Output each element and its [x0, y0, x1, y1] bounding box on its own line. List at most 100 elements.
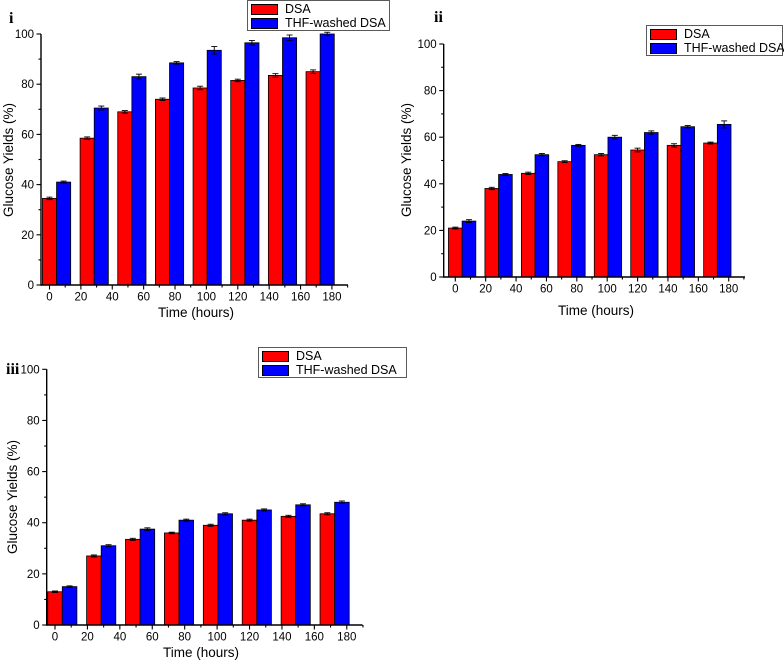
x-tick-label: 160 — [305, 632, 324, 644]
legend-swatch-dsa — [251, 3, 278, 15]
chart-panel-i: 0 20 40 60 80 100 120 140 160 180 0 20 40 60 80 100 — [15, 29, 349, 304]
bar-thf-washed-dsa — [644, 132, 659, 278]
x-tick-label: 140 — [658, 284, 677, 296]
x-tick-label: 60 — [137, 292, 150, 304]
bar-thf-washed-dsa — [56, 181, 72, 286]
x-tick-label: 20 — [479, 284, 492, 296]
y-tick-label: 60 — [27, 467, 40, 479]
chart-panel-ii: 0 20 40 60 80 100 120 140 160 180 0 20 40 60 80 100 — [418, 39, 745, 296]
bar-dsa — [448, 227, 463, 278]
bar-dsa — [117, 111, 133, 286]
bar-thf-washed-dsa — [607, 136, 623, 278]
y-tick-label: 80 — [27, 415, 40, 427]
legend-entry-dsa: DSA — [251, 2, 385, 16]
y-tick-label: 100 — [21, 364, 40, 376]
x-tick-label: 40 — [113, 632, 126, 644]
bar-dsa — [230, 80, 246, 286]
x-tick-label: 20 — [81, 632, 94, 644]
bar-dsa — [125, 538, 141, 626]
bar-thf-washed-dsa — [217, 513, 233, 626]
y-tick-label: 80 — [21, 79, 34, 91]
legend-label-thf-washed-dsa: THF-washed DSA — [285, 15, 386, 30]
bar-thf-washed-dsa — [61, 586, 78, 626]
y-tick-label: 0 — [33, 620, 39, 632]
bar-dsa — [155, 98, 170, 286]
bar-dsa — [557, 161, 572, 278]
legend-entry-thf-washed-dsa: THF-washed DSA — [262, 363, 402, 377]
bar-thf-washed-dsa — [498, 174, 513, 278]
bar-dsa — [42, 198, 57, 286]
bar-dsa — [241, 519, 258, 626]
y-tick-label: 0 — [430, 272, 436, 284]
y-axis-title-ii: Glucose Yields (%) — [399, 102, 414, 218]
x-tick-label: 80 — [570, 284, 583, 296]
bar-dsa — [593, 154, 609, 278]
legend-panel-iii: DSA THF-washed DSA — [258, 347, 407, 378]
bar-dsa — [47, 591, 63, 626]
x-tick-label: 100 — [197, 292, 216, 304]
x-tick-label: 0 — [52, 632, 58, 644]
legend-label-dsa: DSA — [684, 26, 710, 41]
bar-thf-washed-dsa — [139, 528, 156, 626]
x-tick-label: 140 — [260, 292, 279, 304]
x-tick-label: 80 — [169, 292, 182, 304]
bar-dsa — [192, 87, 208, 286]
legend-entry-thf-washed-dsa: THF-washed DSA — [251, 15, 386, 30]
x-axis-title-ii: Time (hours) — [557, 303, 634, 318]
x-axis-title-i: Time (hours) — [157, 305, 234, 320]
bar-thf-washed-dsa — [716, 123, 732, 278]
legend-entry-dsa: DSA — [650, 27, 778, 41]
bar-thf-washed-dsa — [178, 519, 194, 626]
x-tick-label: 120 — [228, 292, 247, 304]
bar-thf-washed-dsa — [131, 76, 147, 286]
bar-thf-washed-dsa — [100, 545, 117, 626]
bar-thf-washed-dsa — [244, 42, 260, 286]
bar-thf-washed-dsa — [534, 154, 550, 278]
y-tick-label: 40 — [424, 179, 437, 191]
legend-entry-thf-washed-dsa: THF-washed DSA — [650, 41, 784, 55]
x-tick-label: 40 — [106, 292, 119, 304]
x-tick-label: 160 — [291, 292, 310, 304]
y-tick-label: 40 — [21, 180, 34, 192]
y-tick-label: 80 — [424, 86, 437, 98]
y-tick-label: 100 — [15, 29, 34, 41]
y-tick-label: 20 — [424, 225, 437, 237]
y-tick-label: 100 — [418, 39, 437, 51]
x-tick-label: 120 — [628, 284, 647, 296]
x-tick-label: 100 — [208, 632, 227, 644]
y-axis-title-iii: Glucose Yields (%) — [5, 439, 20, 555]
legend-label-thf-washed-dsa: THF-washed DSA — [684, 40, 784, 55]
y-tick-label: 60 — [424, 132, 437, 144]
legend-label-dsa: DSA — [296, 348, 322, 363]
x-tick-label: 180 — [337, 632, 356, 644]
bar-dsa — [520, 172, 536, 278]
panel-label-ii: ii — [434, 9, 443, 26]
bar-thf-washed-dsa — [461, 220, 477, 278]
panel-label-i: i — [9, 10, 14, 27]
bar-thf-washed-dsa — [680, 126, 695, 278]
x-tick-label: 80 — [178, 632, 191, 644]
bar-thf-washed-dsa — [571, 144, 586, 278]
bar-thf-washed-dsa — [93, 107, 109, 286]
legend-entry-dsa: DSA — [262, 349, 402, 363]
bar-thf-washed-dsa — [334, 501, 350, 626]
x-tick-label: 40 — [510, 284, 523, 296]
bar-dsa — [666, 144, 682, 278]
bar-thf-washed-dsa — [295, 504, 311, 626]
x-axis-title-iii: Time (hours) — [162, 645, 239, 660]
y-tick-label: 0 — [28, 280, 34, 292]
legend-swatch-thf-washed-dsa — [650, 42, 677, 54]
bar-dsa — [79, 137, 95, 286]
x-tick-label: 20 — [74, 292, 87, 304]
bar-dsa — [484, 188, 499, 278]
legend-swatch-thf-washed-dsa — [262, 364, 289, 376]
y-tick-label: 60 — [21, 129, 34, 141]
x-tick-label: 100 — [598, 284, 617, 296]
x-tick-label: 0 — [46, 292, 52, 304]
y-tick-label: 20 — [27, 569, 40, 581]
legend-label-dsa: DSA — [285, 1, 311, 16]
bar-thf-washed-dsa — [256, 509, 272, 626]
bar-thf-washed-dsa — [206, 49, 222, 286]
legend-panel-i: DSA THF-washed DSA — [247, 0, 390, 31]
